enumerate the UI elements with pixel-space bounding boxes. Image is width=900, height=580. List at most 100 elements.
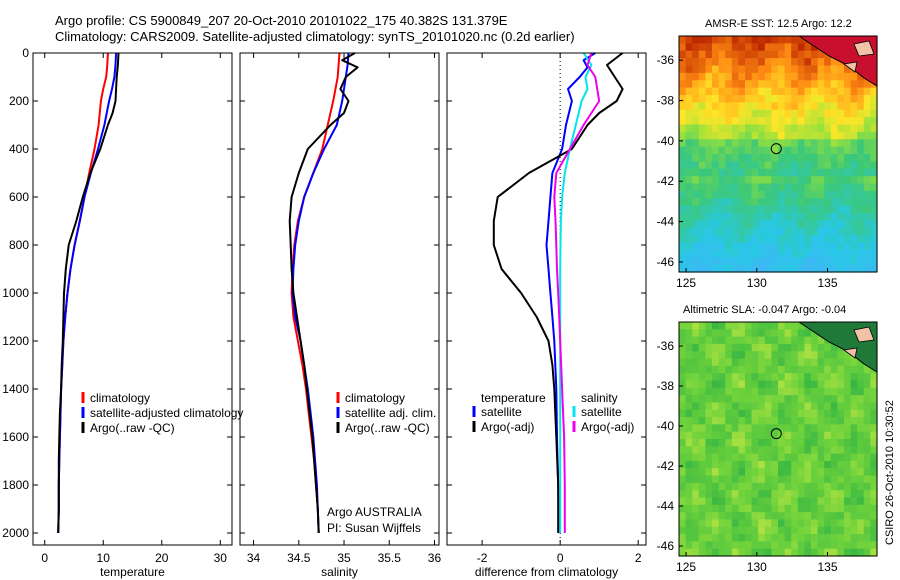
heatmap-cell (870, 409, 878, 418)
heatmap-cell (685, 358, 693, 367)
heatmap-cell (830, 351, 838, 360)
heatmap-cell (764, 124, 772, 133)
heatmap-cell (692, 365, 700, 374)
heatmap-cell (824, 161, 832, 170)
heatmap-cell (698, 439, 706, 447)
heatmap-cell (751, 402, 759, 411)
heatmap-cell (731, 380, 739, 389)
heatmap-cell (797, 534, 805, 542)
y-tick-label: -38 (657, 379, 675, 393)
heatmap-cell (745, 102, 753, 111)
heatmap-cell (738, 358, 746, 367)
heatmap-cell (784, 58, 792, 67)
heatmap-cell (764, 65, 772, 74)
heatmap-cell (751, 468, 759, 477)
heatmap-cell (698, 36, 706, 44)
heatmap-cell (738, 190, 746, 199)
heatmap-cell (824, 387, 832, 396)
heatmap-cell (692, 497, 700, 506)
heatmap-cell (830, 235, 838, 244)
heatmap-cell (837, 402, 845, 411)
heatmap-cell (830, 131, 838, 140)
heatmap-cell (771, 146, 779, 155)
land-patch (853, 40, 875, 57)
x-tick-label: 130 (747, 560, 767, 574)
heatmap-cell (850, 409, 858, 418)
heatmap-cell (797, 453, 805, 462)
heatmap-cell (837, 526, 845, 535)
heatmap-cell (778, 446, 786, 455)
heatmap-cell (718, 468, 726, 477)
heatmap-cell (863, 468, 871, 477)
heatmap-cell (738, 395, 746, 404)
heatmap-cell (797, 235, 805, 244)
heatmap-cell (830, 343, 838, 352)
heatmap-cell (751, 424, 759, 433)
heatmap-cell (778, 343, 786, 352)
heatmap-cell (725, 446, 733, 455)
map-frame (678, 35, 878, 273)
heatmap-cell (751, 475, 759, 484)
heatmap-cell (685, 65, 693, 74)
heatmap-cell (758, 87, 766, 96)
heatmap-cell (778, 190, 786, 199)
heatmap-cell (758, 168, 766, 177)
heatmap-cell (844, 373, 852, 382)
heatmap-cell (771, 380, 779, 389)
heatmap-cell (771, 526, 779, 535)
heatmap-cell (837, 198, 845, 207)
heatmap-cell (863, 402, 871, 411)
heatmap-cell (738, 351, 746, 360)
heatmap-cell (705, 168, 713, 177)
heatmap-cell (837, 439, 845, 447)
heatmap-cell (758, 541, 766, 550)
heatmap-cell (797, 460, 805, 469)
heatmap-cell (844, 95, 852, 103)
heatmap-cell (758, 526, 766, 535)
heatmap-cell (830, 80, 838, 89)
heatmap-cell (738, 534, 746, 542)
heatmap-cell (718, 475, 726, 484)
heatmap-cell (698, 58, 706, 67)
heatmap-cell (764, 72, 772, 81)
heatmap-cell (705, 497, 713, 506)
heatmap-cell (751, 417, 759, 425)
heatmap-cell (784, 365, 792, 374)
heatmap-cell (751, 497, 759, 506)
heatmap-cell (850, 387, 858, 396)
heatmap-cell (738, 249, 746, 258)
heatmap-cell (857, 402, 865, 411)
heatmap-cell (745, 409, 753, 418)
heatmap-cell (705, 154, 713, 162)
heatmap-cell (870, 220, 878, 229)
heatmap-cell (738, 139, 746, 148)
heatmap-cell (844, 117, 852, 126)
heatmap-cell (824, 468, 832, 477)
heatmap-cell (771, 124, 779, 133)
heatmap-cell (712, 249, 720, 258)
heatmap-cell (712, 65, 720, 74)
heatmap-cell (824, 373, 832, 382)
heatmap-cell (679, 264, 687, 273)
heatmap-cell (698, 343, 706, 352)
heatmap-cell (731, 351, 739, 360)
heatmap-cell (725, 490, 733, 499)
x-tick-label: 34.5 (287, 551, 311, 565)
heatmap-cell (679, 373, 687, 382)
heatmap-cell (784, 460, 792, 469)
heatmap-cell (811, 168, 819, 177)
heatmap-cell (778, 424, 786, 433)
heatmap-cell (764, 534, 772, 542)
heatmap-cell (712, 439, 720, 447)
heatmap-cell (764, 548, 772, 557)
heatmap-cell (837, 117, 845, 126)
heatmap-cell (863, 102, 871, 111)
heatmap-cell (837, 249, 845, 258)
heatmap-cell (850, 548, 858, 557)
heatmap-cell (679, 198, 687, 207)
heatmap-cell (797, 139, 805, 148)
heatmap-cell (797, 541, 805, 550)
heatmap-cell (751, 109, 759, 118)
heatmap-cell (791, 102, 799, 111)
heatmap-cell (778, 336, 786, 345)
